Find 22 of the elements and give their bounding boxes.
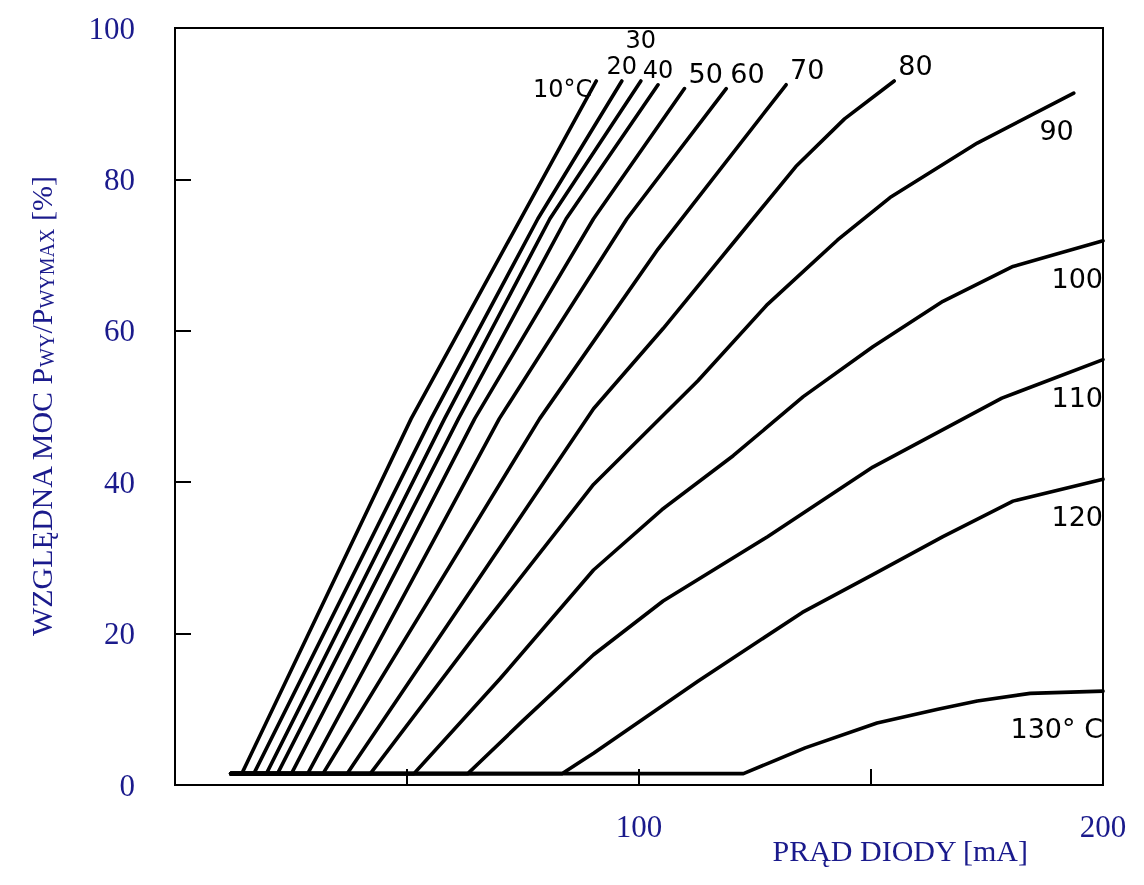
series-label: 120 (1051, 501, 1103, 533)
series-label: 50 (688, 57, 723, 89)
series-label: 100 (1051, 262, 1103, 294)
series-label: 70 (790, 53, 825, 85)
x-axis-title: PRĄD DIODY [mA] (772, 833, 1028, 867)
y-tick-label: 0 (119, 767, 135, 803)
series-label: 110 (1051, 381, 1103, 413)
y-axis-title: WZGLĘDNA MOC PWY/PWYMAX [%] (24, 176, 58, 637)
series-label: 10°C (533, 74, 593, 103)
y-tick-label: 80 (104, 161, 135, 197)
series-label: 20 (606, 51, 638, 80)
y-tick-label: 60 (104, 313, 135, 349)
series-label: 40 (642, 55, 674, 84)
x-tick-label: 200 (1079, 809, 1127, 844)
series-label: 80 (898, 49, 933, 81)
series-label: 30 (625, 25, 657, 54)
y-tick-label: 20 (104, 616, 135, 652)
series-label: 90 (1039, 115, 1074, 147)
y-tick-label: 100 (88, 10, 135, 46)
series-label: 60 (730, 57, 765, 89)
y-tick-label: 40 (104, 464, 135, 500)
series-label: 130° C (1010, 713, 1103, 745)
